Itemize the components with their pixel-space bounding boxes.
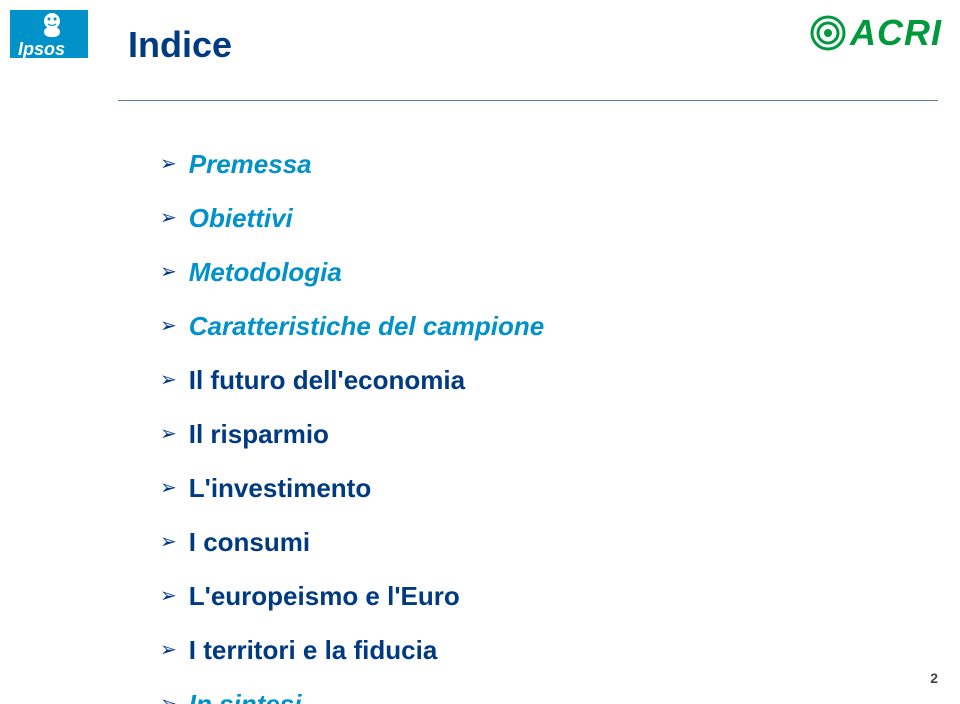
index-item: ➢ L'europeismo e l'Euro (160, 580, 544, 612)
index-item: ➢ Caratteristiche del campione (160, 310, 544, 342)
bullet-icon: ➢ (160, 364, 177, 396)
slide: Ipsos ACRI Indice ➢ Premessa ➢ Obiettivi ➢ Me… (0, 0, 960, 704)
acri-target-icon (810, 15, 846, 51)
acri-logo-text: ACRI (850, 12, 942, 54)
index-list: ➢ Premessa ➢ Obiettivi ➢ Metodologia ➢ Caratter… (160, 148, 544, 704)
index-item-label: In sintesi (189, 688, 302, 704)
index-item: ➢ In sintesi (160, 688, 544, 704)
index-item: ➢ Metodologia (160, 256, 544, 288)
ipsos-head-icon (36, 10, 66, 40)
bullet-icon: ➢ (160, 202, 177, 234)
bullet-icon: ➢ (160, 688, 177, 704)
index-item: ➢ Il risparmio (160, 418, 544, 450)
ipsos-logo-text: Ipsos (18, 39, 65, 60)
bullet-icon: ➢ (160, 472, 177, 504)
index-item-label: I consumi (189, 526, 310, 558)
index-item: ➢ Premessa (160, 148, 544, 180)
index-item-label: Il futuro dell'economia (189, 364, 465, 396)
index-item-label: Metodologia (189, 256, 342, 288)
index-item-label: L'investimento (189, 472, 371, 504)
bullet-icon: ➢ (160, 634, 177, 666)
bullet-icon: ➢ (160, 418, 177, 450)
index-item-label: Caratteristiche del campione (189, 310, 544, 342)
index-item-label: Premessa (189, 148, 312, 180)
bullet-icon: ➢ (160, 148, 177, 180)
index-item-label: Il risparmio (189, 418, 329, 450)
bullet-icon: ➢ (160, 580, 177, 612)
index-item-label: I territori e la fiducia (189, 634, 438, 666)
index-item: ➢ I territori e la fiducia (160, 634, 544, 666)
bullet-icon: ➢ (160, 310, 177, 342)
ipsos-logo: Ipsos (10, 10, 92, 64)
index-item: ➢ L'investimento (160, 472, 544, 504)
acri-logo: ACRI (810, 12, 942, 54)
index-item-label: Obiettivi (189, 202, 293, 234)
page-title: Indice (128, 24, 232, 66)
bullet-icon: ➢ (160, 256, 177, 288)
title-rule (118, 100, 938, 101)
page-number: 2 (930, 670, 938, 686)
index-item: ➢ Obiettivi (160, 202, 544, 234)
index-item: ➢ I consumi (160, 526, 544, 558)
index-item: ➢ Il futuro dell'economia (160, 364, 544, 396)
bullet-icon: ➢ (160, 526, 177, 558)
index-item-label: L'europeismo e l'Euro (189, 580, 460, 612)
